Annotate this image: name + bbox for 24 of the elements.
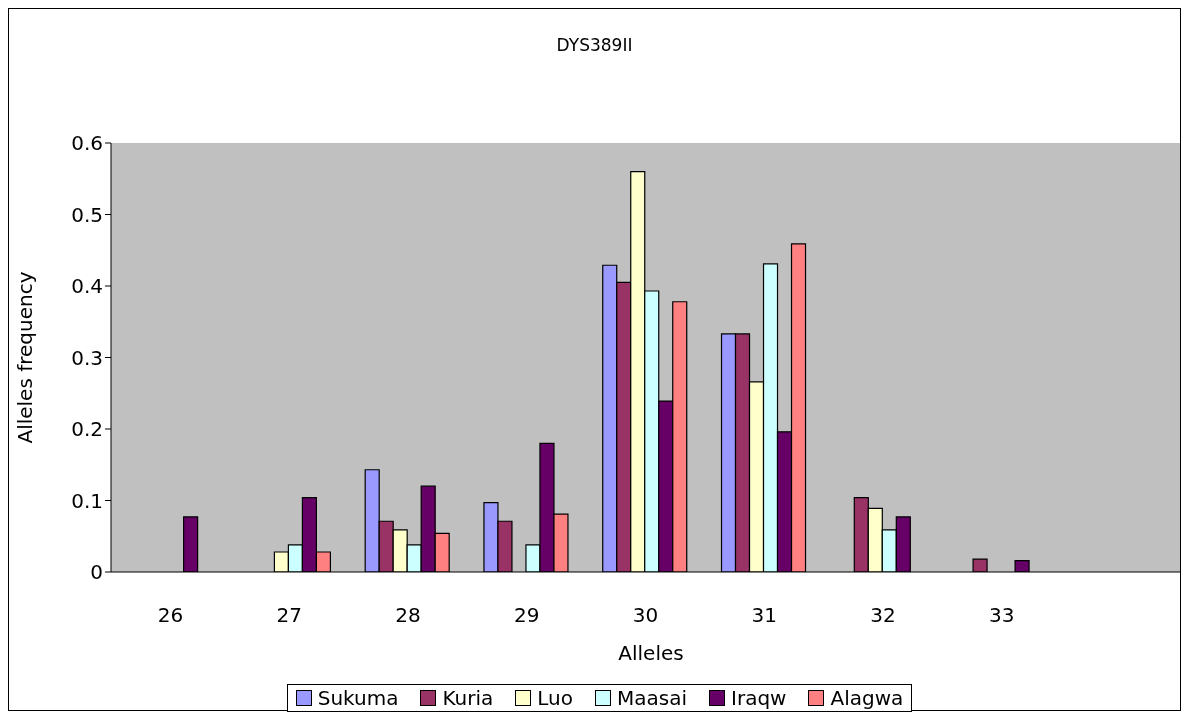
legend-label: Kuria	[442, 686, 494, 710]
x-tick-label: 27	[276, 603, 302, 628]
x-tick-label: 30	[632, 603, 659, 628]
x-tick-label: 26	[157, 603, 184, 628]
y-tick-label: 0.3	[71, 345, 103, 370]
y-tick-label: 0.4	[71, 274, 103, 299]
legend-label: Luo	[537, 686, 574, 710]
x-tick-label: 32	[870, 603, 896, 628]
chart-title: DYS389II	[555, 35, 634, 55]
x-axis-title: Alleles	[617, 641, 685, 665]
x-tick-label: 28	[395, 603, 421, 628]
legend-label: Alagwa	[830, 686, 904, 710]
legend-label: Iraqw	[731, 686, 787, 710]
y-axis-title: Alleles frequency	[13, 271, 38, 444]
y-tick-label: 0.1	[71, 488, 103, 513]
y-tick-label: 0.2	[71, 417, 103, 442]
legend-label: Maasai	[617, 686, 688, 710]
x-tick-label: 31	[751, 603, 777, 628]
legend-label: Sukuma	[317, 686, 399, 710]
y-tick-label: 0.6	[71, 131, 103, 156]
y-tick-label: 0.5	[71, 202, 103, 227]
x-tick-label: 29	[514, 603, 540, 628]
x-tick-label: 33	[989, 603, 1015, 628]
y-tick-label: 0	[90, 560, 103, 585]
